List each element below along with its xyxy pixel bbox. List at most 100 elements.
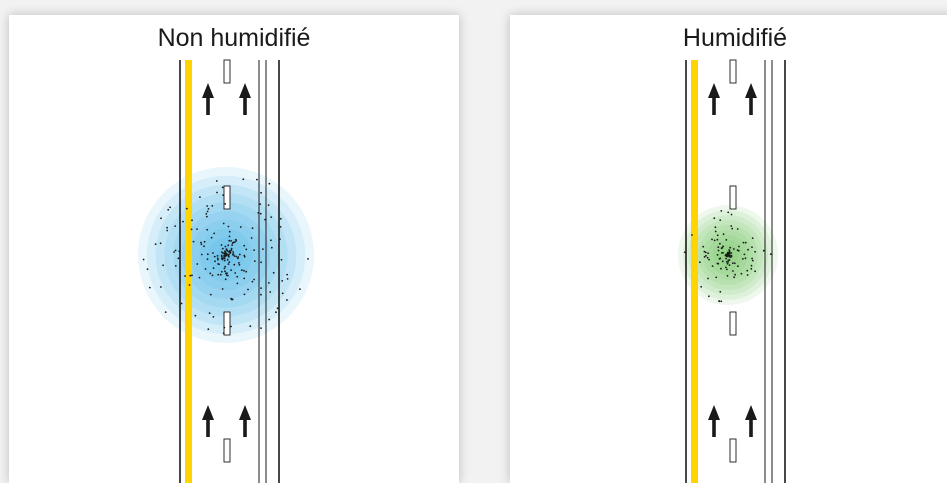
dust-dot	[740, 272, 743, 275]
dust-dot	[281, 280, 284, 282]
dust-dot	[231, 244, 234, 247]
dust-dot	[707, 252, 709, 255]
dust-dot	[174, 265, 177, 267]
dust-dot	[243, 293, 246, 296]
dust-dot	[212, 252, 214, 254]
dust-dot	[233, 263, 236, 266]
dust-dot	[198, 276, 201, 279]
dust-dot	[225, 254, 227, 256]
dust-dot	[199, 196, 201, 199]
dust-dot	[718, 258, 721, 260]
dust-dot	[253, 278, 256, 281]
dust-dot	[708, 258, 710, 261]
dust-dot	[173, 251, 176, 253]
dust-dot	[235, 240, 238, 242]
up-arrow-icon	[239, 83, 251, 115]
dust-dot	[744, 257, 747, 260]
dust-dot	[227, 274, 229, 277]
dust-dot	[182, 220, 184, 223]
dust-dot	[270, 216, 273, 219]
dust-dot	[275, 311, 277, 314]
dust-dot	[205, 213, 208, 215]
dust-dot	[207, 328, 210, 331]
dust-dot	[253, 260, 256, 262]
dust-dot	[247, 288, 249, 291]
lane-marker	[729, 311, 737, 336]
dust-dot	[146, 268, 149, 271]
dust-dot	[196, 228, 198, 231]
panel-title: Humidifié	[682, 24, 788, 52]
dust-dot	[207, 208, 210, 210]
lane-marker	[729, 438, 737, 463]
dust-dot	[738, 245, 740, 248]
dust-dot	[719, 242, 721, 245]
dust-dot	[230, 269, 233, 271]
up-arrow-icon	[708, 83, 720, 115]
dust-dot	[711, 265, 714, 267]
dust-dot	[206, 210, 209, 213]
dust-dot	[727, 254, 730, 256]
dust-dot	[222, 194, 225, 197]
dust-dot	[227, 225, 230, 228]
dust-dot	[166, 226, 169, 229]
dust-dot	[726, 268, 728, 271]
dust-dot	[683, 251, 686, 254]
dust-dot	[272, 271, 275, 274]
dust-dot	[746, 269, 749, 272]
dust-dot	[220, 270, 223, 273]
dust-dot	[262, 248, 264, 251]
dust-dot	[718, 300, 720, 302]
dust-dot	[276, 307, 279, 310]
dust-dot	[754, 250, 756, 253]
dust-dot	[219, 273, 222, 276]
dust-dot	[148, 286, 151, 289]
dust-dot	[750, 264, 753, 267]
dust-dot	[730, 225, 733, 227]
dust-dot	[203, 240, 206, 243]
dust-dot	[232, 253, 234, 256]
dust-dot	[269, 291, 272, 293]
dust-dot	[751, 259, 754, 262]
dust-dot	[691, 234, 693, 236]
dust-dot	[726, 262, 729, 265]
dust-dot	[160, 217, 162, 220]
dust-dot	[234, 272, 237, 274]
dust-dot	[216, 191, 218, 194]
dust-dot	[217, 263, 220, 265]
dust-dot	[206, 228, 209, 231]
dust-dot	[268, 182, 271, 185]
dust-dot	[242, 178, 245, 181]
dust-dot	[731, 227, 734, 230]
dust-dot	[236, 282, 239, 285]
dust-dot	[720, 210, 723, 212]
dust-dot	[722, 251, 724, 254]
dust-dot	[224, 245, 227, 248]
dust-dot	[270, 246, 273, 249]
dust-dot	[159, 242, 162, 245]
dust-dot	[732, 248, 735, 250]
dust-dot	[732, 262, 734, 264]
dust-dot	[228, 250, 230, 253]
dust-dot	[184, 275, 186, 277]
dust-dot	[260, 191, 262, 194]
dust-dot	[700, 285, 703, 288]
dust-dot	[204, 268, 207, 270]
dust-dot	[722, 233, 725, 236]
dust-dot	[727, 211, 730, 214]
dust-dot	[716, 234, 719, 237]
dust-dot	[217, 273, 220, 276]
dust-dot	[728, 255, 731, 258]
dust-dot	[238, 263, 241, 266]
dust-dot	[154, 243, 157, 246]
dust-dot	[732, 270, 734, 272]
dust-dot	[725, 257, 727, 260]
dust-dot	[270, 239, 272, 242]
dust-dot	[192, 240, 195, 243]
dust-dot	[212, 267, 215, 269]
dust-dot	[162, 264, 165, 267]
dust-dot	[260, 293, 262, 296]
dust-dots	[683, 210, 772, 303]
dust-dot	[223, 267, 226, 270]
yellow-center-line	[185, 60, 192, 483]
dust-dot	[703, 250, 706, 253]
